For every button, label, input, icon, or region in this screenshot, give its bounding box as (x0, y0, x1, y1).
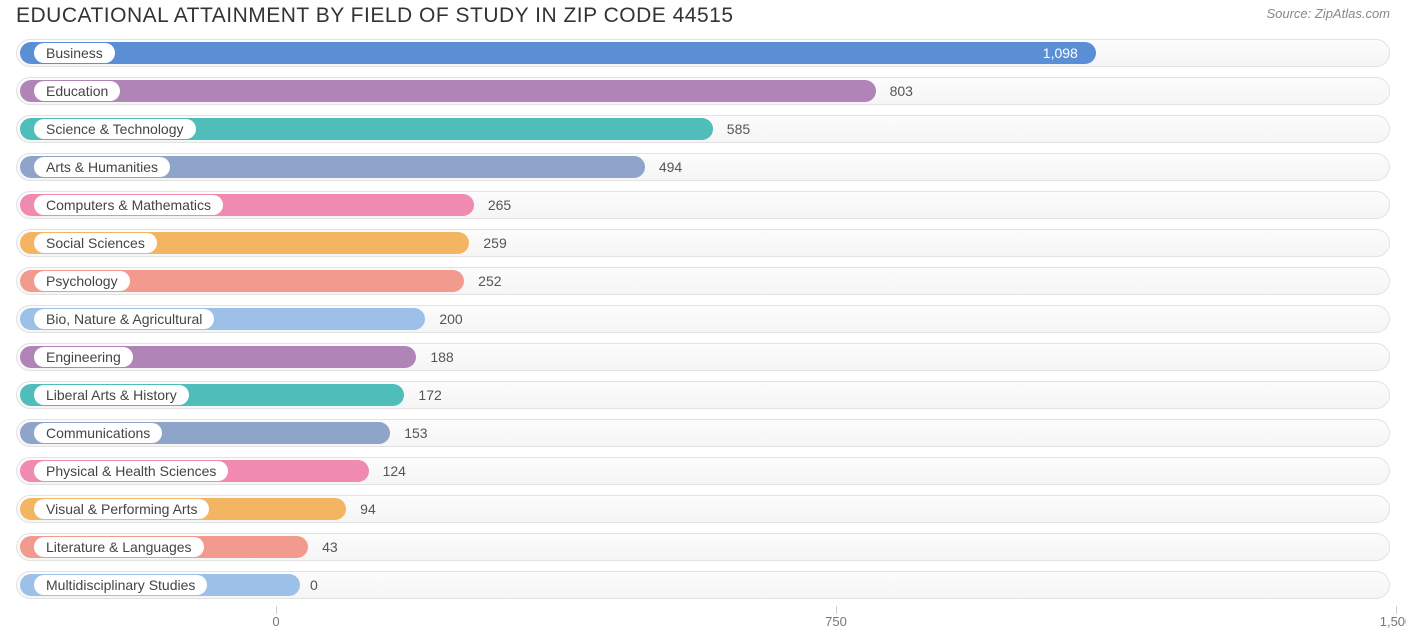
category-pill: Business (34, 43, 115, 63)
category-pill: Science & Technology (34, 119, 196, 139)
bar-row: Computers & Mathematics 265 (16, 188, 1390, 222)
value-label: 200 (429, 302, 472, 336)
chart-area: Business 1,098 Education 803 Science & Techn… (0, 36, 1406, 634)
chart-header: Educational Attainment by Field of Study… (0, 0, 1406, 36)
bar-row: Engineering 188 (16, 340, 1390, 374)
axis-tick (276, 606, 277, 614)
category-pill: Social Sciences (34, 233, 157, 253)
category-pill: Communications (34, 423, 162, 443)
value-label: 0 (300, 568, 328, 602)
axis-tick (836, 606, 837, 614)
bar-rows: Business 1,098 Education 803 Science & Techn… (16, 36, 1390, 602)
bar-row: Physical & Health Sciences 124 (16, 454, 1390, 488)
bar-row: Social Sciences 259 (16, 226, 1390, 260)
bar-row: Visual & Performing Arts 94 (16, 492, 1390, 526)
axis-tick-label: 750 (825, 614, 847, 629)
value-label: 252 (468, 264, 511, 298)
chart-source: Source: ZipAtlas.com (1266, 4, 1390, 21)
category-pill: Liberal Arts & History (34, 385, 189, 405)
value-label: 1,098 (1033, 36, 1088, 70)
value-label: 188 (420, 340, 463, 374)
axis-tick (1396, 606, 1397, 614)
value-label: 172 (408, 378, 451, 412)
bar-row: Communications 153 (16, 416, 1390, 450)
value-label: 265 (478, 188, 521, 222)
category-pill: Engineering (34, 347, 133, 367)
value-label: 585 (717, 112, 760, 146)
value-label: 153 (394, 416, 437, 450)
bar-row: Science & Technology 585 (16, 112, 1390, 146)
value-label: 43 (312, 530, 348, 564)
bar-row: Business 1,098 (16, 36, 1390, 70)
bar-row: Psychology 252 (16, 264, 1390, 298)
bar-row: Education 803 (16, 74, 1390, 108)
value-label: 803 (880, 74, 923, 108)
category-pill: Psychology (34, 271, 130, 291)
bar-fill (20, 80, 876, 102)
bar-row: Liberal Arts & History 172 (16, 378, 1390, 412)
value-label: 494 (649, 150, 692, 184)
category-pill: Multidisciplinary Studies (34, 575, 207, 595)
category-pill: Computers & Mathematics (34, 195, 223, 215)
bar-row: Literature & Languages 43 (16, 530, 1390, 564)
value-label: 124 (373, 454, 416, 488)
value-label: 259 (473, 226, 516, 260)
axis-tick-label: 1,500 (1380, 614, 1406, 629)
category-pill: Physical & Health Sciences (34, 461, 228, 481)
bar-row: Arts & Humanities 494 (16, 150, 1390, 184)
value-label: 94 (350, 492, 386, 526)
x-axis: 07501,500 (16, 606, 1390, 634)
bar-row: Multidisciplinary Studies 0 (16, 568, 1390, 602)
bar-fill (20, 42, 1096, 64)
category-pill: Arts & Humanities (34, 157, 170, 177)
category-pill: Education (34, 81, 120, 101)
bar-row: Bio, Nature & Agricultural 200 (16, 302, 1390, 336)
category-pill: Bio, Nature & Agricultural (34, 309, 214, 329)
chart-title: Educational Attainment by Field of Study… (16, 4, 734, 28)
axis-tick-label: 0 (272, 614, 279, 629)
category-pill: Literature & Languages (34, 537, 204, 557)
category-pill: Visual & Performing Arts (34, 499, 209, 519)
